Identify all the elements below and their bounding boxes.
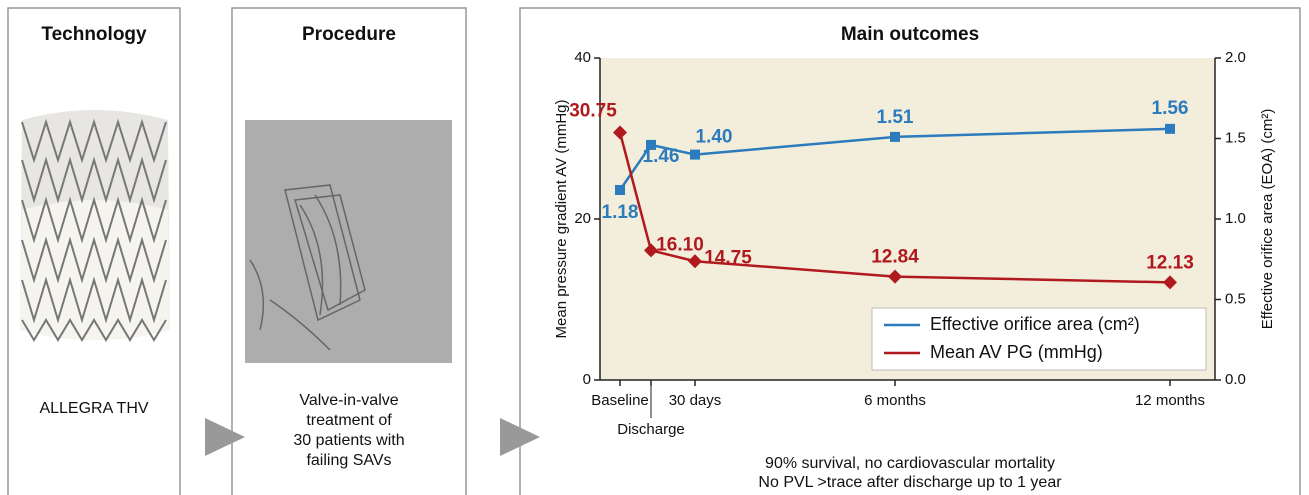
- y2-tick-label: 1.0: [1225, 210, 1246, 227]
- panel-title: Technology: [41, 24, 147, 45]
- y-axis-label: Mean pressure gradient AV (mmHg): [553, 100, 570, 339]
- marker: [690, 150, 700, 160]
- panel-caption: ALLEGRA THV: [39, 400, 148, 417]
- y2-tick-label: 0.5: [1225, 290, 1246, 307]
- legend-label: Effective orifice area (cm²): [930, 314, 1140, 334]
- marker: [615, 185, 625, 195]
- panel-caption: Valve-in-valve: [299, 392, 398, 409]
- footnote: No PVL >trace after discharge up to 1 ye…: [758, 474, 1062, 491]
- data-label: 1.51: [877, 107, 914, 128]
- x-tick-label: 6 months: [864, 392, 926, 409]
- panel-caption: 30 patients with: [293, 432, 404, 449]
- data-label: 12.84: [871, 247, 919, 268]
- panel-title: Procedure: [302, 24, 396, 45]
- legend-label: Mean AV PG (mmHg): [930, 342, 1103, 362]
- data-label: 1.40: [696, 127, 733, 148]
- chart-title: Main outcomes: [841, 24, 979, 45]
- x-tick-label: Discharge: [617, 421, 685, 438]
- data-label: 1.46: [643, 146, 680, 167]
- x-tick-label: 30 days: [669, 392, 722, 409]
- y2-axis-label: Effective orifice area (EOA) (cm²): [1259, 109, 1276, 330]
- y2-tick-label: 1.5: [1225, 129, 1246, 146]
- data-label: 12.13: [1146, 252, 1194, 273]
- data-label: 30.75: [569, 100, 617, 121]
- procedure-image: [245, 120, 452, 363]
- y-tick-label: 20: [574, 210, 591, 227]
- marker: [890, 132, 900, 142]
- figure: Technology ALLEGRA THV Procedure Valve-i…: [0, 0, 1309, 495]
- y2-tick-label: 2.0: [1225, 49, 1246, 66]
- marker: [1165, 124, 1175, 134]
- x-tick-label: Baseline: [591, 392, 649, 409]
- y2-tick-label: 0.0: [1225, 371, 1246, 388]
- valve-image: [20, 110, 170, 340]
- data-label: 1.18: [602, 202, 639, 223]
- data-label: 16.10: [656, 234, 704, 255]
- data-label: 14.75: [704, 247, 752, 268]
- data-label: 1.56: [1152, 98, 1189, 119]
- y-tick-label: 40: [574, 49, 591, 66]
- x-tick-label: 12 months: [1135, 392, 1205, 409]
- panel-caption: failing SAVs: [306, 452, 391, 469]
- y-tick-label: 0: [583, 371, 591, 388]
- legend: Effective orifice area (cm²) Mean AV PG (…: [872, 308, 1206, 370]
- panel-caption: treatment of: [306, 412, 392, 429]
- footnote: 90% survival, no cardiovascular mortalit…: [765, 455, 1055, 472]
